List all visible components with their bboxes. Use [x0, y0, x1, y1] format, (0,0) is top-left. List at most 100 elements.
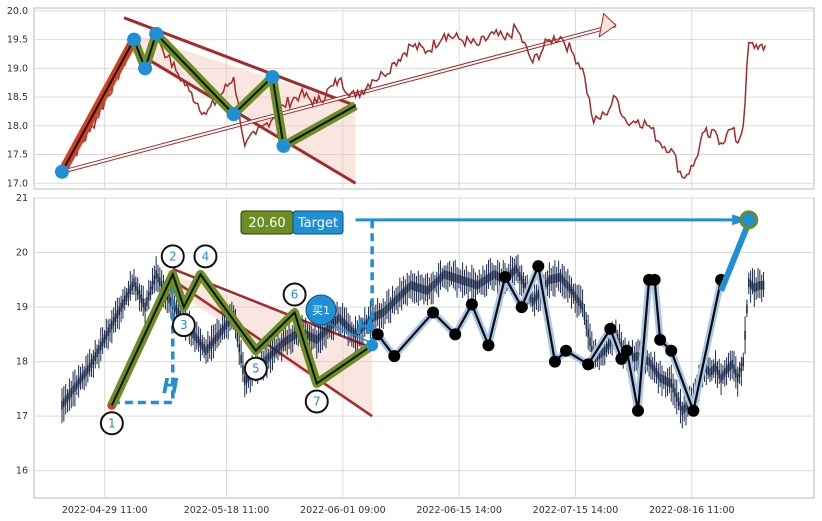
- candle-body: [424, 285, 427, 295]
- candle-body: [391, 299, 394, 308]
- candle-body: [109, 323, 111, 333]
- candle-body: [116, 309, 119, 319]
- candle-body: [138, 290, 141, 300]
- x-tick-label: 2022-04-29 11:00: [62, 505, 148, 516]
- candle-body: [548, 275, 551, 285]
- candle-body: [282, 338, 285, 347]
- candle-body: [432, 280, 434, 290]
- candle-body: [419, 283, 421, 293]
- candle-body: [465, 277, 468, 286]
- candle-body: [225, 320, 228, 330]
- candle-body: [727, 363, 730, 373]
- candle-body: [365, 319, 368, 328]
- candle-body: [319, 331, 322, 341]
- candle-body: [349, 324, 351, 334]
- zigzag-point: [499, 271, 512, 284]
- candle-body: [271, 349, 274, 358]
- candle-body: [435, 277, 438, 286]
- candle-body: [738, 368, 741, 377]
- candle-body: [223, 323, 226, 332]
- wave-number-circle: [304, 389, 329, 414]
- candle-body: [266, 354, 268, 364]
- candle-body: [347, 322, 349, 332]
- candle-body: [511, 268, 514, 277]
- candle-body: [631, 353, 634, 362]
- top-impulse-core: [61, 39, 135, 173]
- wave-number-label: 2: [169, 249, 177, 263]
- candle-body: [197, 336, 200, 346]
- candle-body: [354, 330, 357, 339]
- candle-body: [517, 268, 519, 277]
- candle-body: [79, 375, 82, 385]
- candle-body: [323, 328, 325, 337]
- candle-body: [531, 297, 534, 306]
- candle-body: [103, 334, 106, 344]
- candle-body: [395, 295, 397, 305]
- candle-body: [94, 352, 97, 361]
- candle-body: [339, 315, 342, 325]
- candle-body: [238, 343, 241, 353]
- candle-body: [397, 293, 399, 303]
- candle-body: [242, 365, 244, 375]
- candle-body: [589, 337, 591, 346]
- candle-body: [437, 275, 440, 285]
- candle-body: [373, 312, 375, 322]
- candle-body: [591, 345, 593, 355]
- bottom-y-tick-label: 20: [16, 248, 28, 259]
- zigzag-point: [532, 260, 545, 273]
- candle-body: [264, 356, 266, 366]
- candle-body: [96, 348, 98, 358]
- candle-body: [755, 282, 757, 292]
- wave-number-circle: [282, 282, 307, 307]
- candle-body: [195, 334, 198, 343]
- candle-body: [343, 319, 346, 328]
- candle-body: [284, 336, 287, 346]
- candle-body: [277, 343, 279, 353]
- candle-body: [585, 320, 588, 329]
- candle-body: [426, 286, 429, 296]
- candle-body: [240, 354, 242, 364]
- candle-body: [736, 373, 739, 383]
- candle-body: [369, 315, 372, 325]
- candle-body: [338, 313, 340, 323]
- x-tick-label: 2022-07-15 14:00: [533, 505, 619, 516]
- candle-body: [279, 341, 281, 351]
- candle-body: [672, 383, 674, 393]
- candle-body: [459, 275, 462, 285]
- candle-body: [408, 282, 410, 292]
- candle-body: [129, 285, 132, 294]
- bottom-wave-core: [110, 271, 373, 406]
- candle-body: [458, 274, 460, 284]
- candle-body: [177, 308, 180, 317]
- candle-body: [603, 346, 606, 356]
- x-tick-label: 2022-05-18 11:00: [184, 505, 270, 516]
- candle-body: [718, 370, 721, 379]
- candle-body: [664, 376, 667, 386]
- candle-body: [81, 372, 84, 382]
- candle-body: [68, 390, 71, 400]
- zigzag-point: [582, 358, 595, 371]
- candle-body: [559, 272, 562, 282]
- candle-body: [749, 280, 752, 289]
- candle-body: [63, 398, 65, 408]
- candle-body: [214, 335, 217, 344]
- candle-body: [417, 283, 420, 293]
- candle-body: [751, 281, 754, 291]
- top-price-layer: [55, 12, 767, 185]
- candle-body: [651, 362, 654, 372]
- candle-body: [561, 275, 564, 284]
- candle-body: [423, 285, 425, 294]
- candle-body: [491, 271, 493, 280]
- candle-body: [175, 305, 178, 315]
- buy-pointer: [320, 319, 369, 342]
- wave-number-label: 3: [180, 318, 188, 332]
- candle-body: [327, 324, 329, 334]
- top-y-tick-label: 18.0: [7, 121, 28, 132]
- candle-body: [221, 325, 224, 335]
- candle-body: [243, 376, 246, 386]
- candle-body: [480, 278, 482, 288]
- candle-body: [659, 373, 661, 383]
- candle-body: [173, 302, 176, 312]
- candle-body: [378, 310, 381, 319]
